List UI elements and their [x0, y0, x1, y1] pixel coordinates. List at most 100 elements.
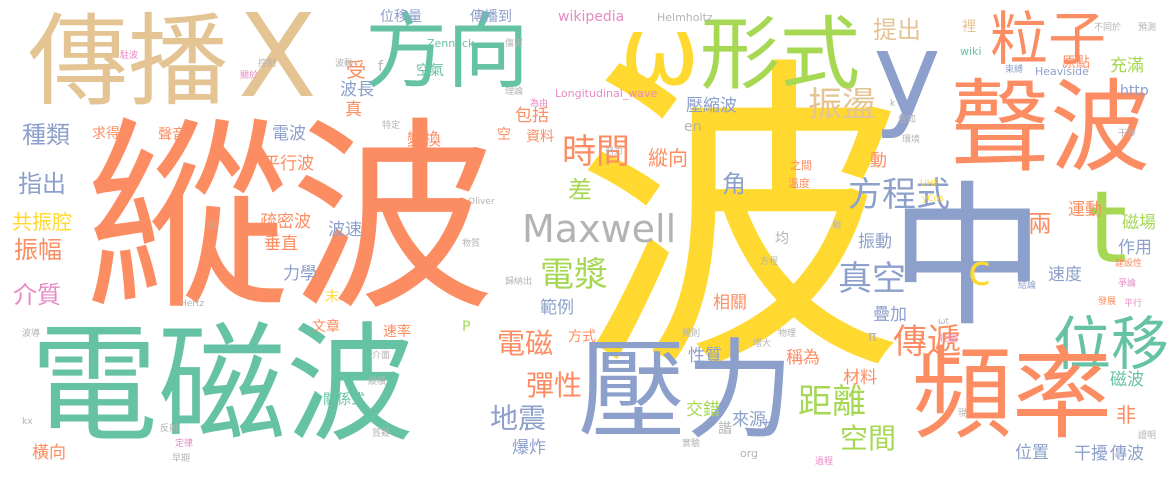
word-shu: 束縛 — [1005, 65, 1024, 75]
word-suoluan: 壓縮波 — [686, 96, 737, 116]
word-ganrao: 干擾 — [1074, 444, 1108, 464]
word-y: y — [873, 8, 942, 142]
word-qiude: 求得 — [92, 126, 120, 142]
word-ci: 次 — [208, 221, 218, 231]
word-pinlv: 頻率 — [912, 336, 1112, 453]
word-yali: 壓力 — [578, 329, 795, 454]
word-li2: 力 — [760, 419, 774, 435]
word-shijian: 時間 — [562, 132, 630, 172]
word-yundong: 運動 — [1068, 200, 1102, 220]
word-tiaojian: 建設性 — [1115, 259, 1143, 269]
word-jielun: 結論 — [1018, 281, 1037, 291]
word-bochang: 波長 — [340, 80, 374, 100]
word-zhenkong: 真空 — [838, 259, 906, 299]
word-omega: ω — [620, 0, 700, 107]
word-jiao: 角 — [722, 170, 746, 198]
word-guize: 規則 — [682, 329, 701, 339]
word-li: 裡 — [962, 19, 976, 35]
word-dianjiang: 電漿 — [540, 255, 608, 295]
word-weiyi: 位移 — [1053, 310, 1170, 378]
word-shengbo: 聲波 — [950, 69, 1150, 186]
word-zhiyi: 質疑 — [372, 429, 391, 439]
word-yuanli: 理論 — [505, 87, 524, 97]
word-f: f — [378, 59, 383, 75]
word-pingxing: 平行 — [1124, 299, 1143, 309]
word-xie: 諧 — [718, 421, 732, 437]
word-wiki: wiki — [960, 45, 982, 58]
word-zengda: 增大 — [753, 339, 772, 349]
word-bianhuan: 變換 — [407, 130, 441, 150]
word-dianci2: 電磁 — [497, 327, 554, 360]
word-lixue: 力學 — [283, 264, 317, 284]
word-ycos: yCos — [922, 194, 944, 204]
word-dieja: 疊加 — [873, 305, 907, 325]
word-huanjing: 環境 — [902, 135, 921, 145]
word-xiangsi: 相 — [832, 221, 842, 231]
word-zaoqi: 早期 — [172, 454, 191, 464]
word-wendu: 溫度 — [788, 177, 810, 190]
word-guina: 歸納出 — [505, 277, 533, 287]
word-weizhi: 位置 — [1015, 443, 1049, 463]
word-kx: kx — [22, 417, 33, 427]
word-lizi: 粒子 — [990, 5, 1107, 73]
word-chuanbo2: 傳波 — [1110, 444, 1144, 464]
word-mo: 末 — [325, 289, 339, 305]
word-fangcheng: 方程式 — [848, 175, 950, 215]
word-yuandian: 原點 — [1062, 55, 1090, 71]
word-baozha: 爆炸 — [512, 438, 546, 458]
word-bo: 波 — [575, 31, 905, 415]
word-zongbo: 縱波 — [85, 101, 495, 339]
word-sulv: 速率 — [383, 324, 411, 340]
word-shengyin: 聲音 — [158, 127, 186, 143]
word-tanxing: 彈性 — [526, 369, 583, 402]
word-zhichu: 指出 — [18, 170, 66, 198]
word-uhf: UHF — [920, 179, 939, 189]
word-zhong: 中 — [890, 167, 1045, 348]
word-weiyiliang: 位移量 — [380, 9, 422, 25]
word-tichu: 提出 — [873, 16, 921, 44]
word-laiyuan: 來源 — [732, 410, 766, 430]
word-guocheng: 過程 — [815, 457, 834, 467]
word-nuli: 努力 — [605, 147, 624, 157]
word-wt: ωt — [938, 317, 950, 327]
word-kongjian: 空間 — [840, 422, 897, 455]
word-fangxiang: 方向 — [365, 5, 530, 100]
word-pingxingbo: 平行波 — [263, 154, 314, 174]
word-dianci: 電磁波 — [30, 311, 415, 460]
word-t: t — [1088, 169, 1128, 286]
word-helmholtz: Helmholtz — [657, 11, 713, 24]
word-chuizhi: 垂直 — [264, 234, 298, 254]
word-chong: 充滿 — [1110, 56, 1144, 76]
word-bodong: 波動 — [335, 59, 354, 69]
word-guanyu: 關於 — [240, 71, 259, 81]
word-liang: 兩 — [1028, 210, 1052, 238]
word-gaoshi: 告知 — [898, 115, 917, 125]
word-gongzhenqiang: 共振腔 — [12, 210, 72, 234]
word-shudumibo: 疏密波 — [260, 212, 311, 232]
word-fanshe: 反射 — [160, 424, 179, 434]
word-butong: 不同於 — [1094, 23, 1122, 33]
word-chuanbo: 傳播 — [28, 3, 228, 120]
word-zhengyi: 爭論 — [1118, 279, 1137, 289]
word-dingli: 定律 — [175, 439, 194, 449]
word-shiyan: 實驗 — [682, 439, 701, 449]
word-heaviside: Heaviside — [1035, 65, 1089, 78]
word-zhenzhen: 真 — [345, 100, 362, 120]
word-en: en — [684, 119, 702, 135]
word-chengwei: 稱為 — [786, 348, 820, 368]
word-juli: 距離 — [798, 382, 866, 422]
word-zhibo: 駐波 — [120, 51, 139, 61]
word-zhendong: 振動 — [858, 232, 892, 252]
word-nengliang: 能量 — [940, 334, 959, 344]
word-sudu: 速度 — [1048, 265, 1082, 285]
word-xingshi: 形式 — [700, 8, 860, 101]
word-guanxishi: 關係式 — [323, 392, 365, 408]
word-cichang: 磁場 — [1122, 213, 1156, 233]
word-zongheng: 縱橫 — [368, 377, 387, 387]
word-maxwell: Maxwell — [522, 207, 677, 251]
word-x: X — [238, 0, 317, 124]
word-p: P — [462, 319, 471, 335]
word-dong: 動 — [870, 151, 887, 171]
word-pi: π — [868, 329, 877, 345]
